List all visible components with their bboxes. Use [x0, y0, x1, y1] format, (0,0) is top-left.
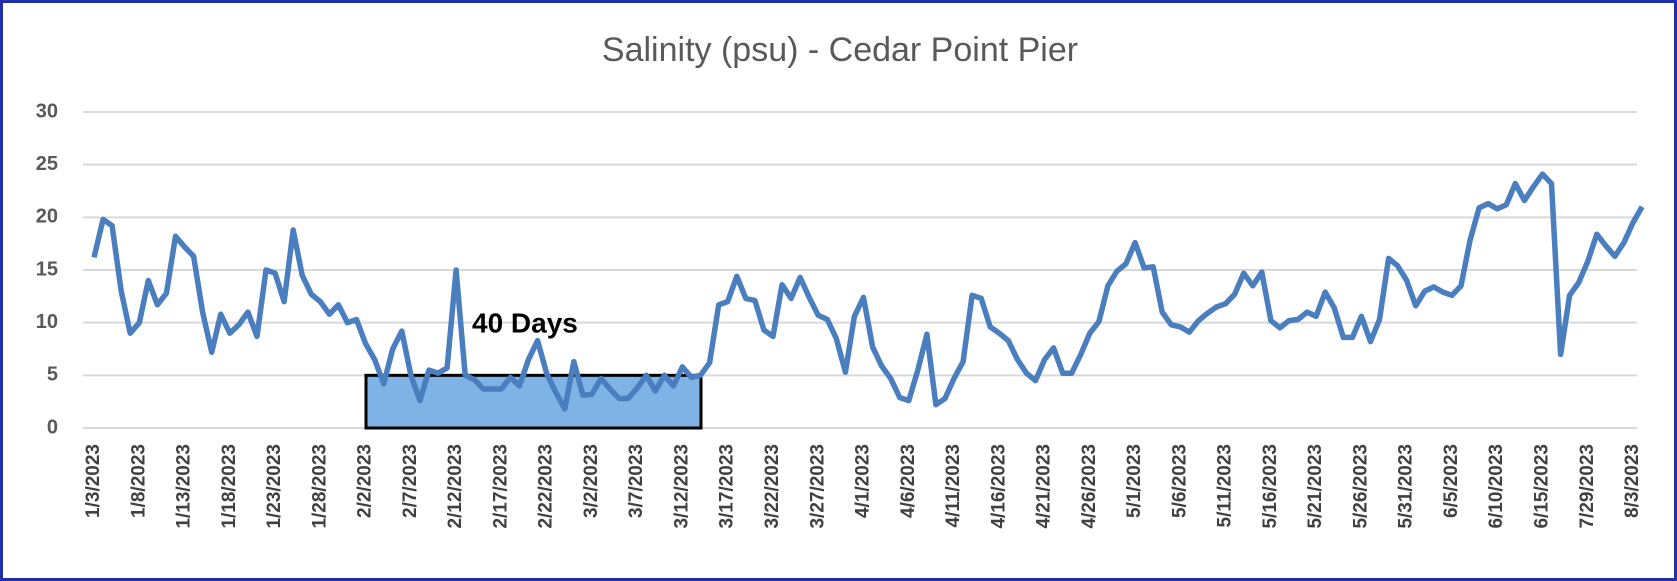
y-tick-label: 15 — [36, 258, 58, 280]
x-tick-label: 6/10/2023 — [1486, 444, 1507, 529]
chart-title: Salinity (psu) - Cedar Point Pier — [602, 31, 1078, 69]
x-tick-label: 3/2/2023 — [581, 444, 602, 518]
x-tick-label: 1/23/2023 — [264, 444, 285, 529]
x-tick-label: 4/26/2023 — [1079, 444, 1100, 529]
x-tick-label: 1/18/2023 — [219, 444, 240, 529]
x-tick-label: 1/3/2023 — [83, 444, 104, 518]
y-tick-label: 25 — [36, 153, 58, 175]
x-tick-label: 7/29/2023 — [1577, 444, 1598, 529]
y-tick-label: 20 — [36, 206, 58, 228]
x-tick-label: 2/2/2023 — [355, 444, 376, 518]
x-tick-label: 2/7/2023 — [400, 444, 421, 518]
x-tick-label: 8/3/2023 — [1622, 444, 1643, 518]
x-tick-label: 3/17/2023 — [717, 444, 738, 529]
x-tick-label: 2/12/2023 — [445, 444, 466, 529]
x-tick-label: 5/21/2023 — [1305, 444, 1326, 529]
x-tick-label: 4/11/2023 — [943, 444, 964, 527]
x-tick-label: 3/7/2023 — [626, 444, 647, 518]
data-line — [91, 171, 1645, 412]
y-tick-label: 30 — [36, 100, 58, 122]
x-tick-label: 4/1/2023 — [853, 444, 874, 518]
annotation: 40 Days — [472, 307, 578, 338]
x-tick-label: 3/12/2023 — [671, 444, 692, 529]
x-tick-label: 4/16/2023 — [988, 444, 1009, 529]
x-tick-label: 4/6/2023 — [898, 444, 919, 518]
x-tick-label: 1/28/2023 — [309, 444, 330, 529]
x-tick-label: 3/22/2023 — [762, 444, 783, 529]
x-tick-label: 2/22/2023 — [536, 444, 557, 529]
x-tick-label: 1/8/2023 — [128, 444, 149, 518]
x-tick-label: 5/6/2023 — [1169, 444, 1190, 518]
x-tick-label: 6/5/2023 — [1441, 444, 1462, 518]
x-tick-label: 5/31/2023 — [1396, 444, 1417, 529]
x-tick-label: 3/27/2023 — [807, 444, 828, 529]
x-tick-label: 5/1/2023 — [1124, 444, 1145, 518]
x-tick-label: 5/11/2023 — [1215, 444, 1236, 527]
x-tick-label: 5/16/2023 — [1260, 444, 1281, 529]
x-tick-label: 1/13/2023 — [174, 444, 195, 529]
x-tick-label: 4/21/2023 — [1034, 444, 1055, 529]
x-tick-label: 2/17/2023 — [490, 444, 511, 529]
y-tick-label: 10 — [36, 311, 58, 333]
y-tick-label: 5 — [47, 364, 58, 386]
y-tick-label: 0 — [47, 416, 58, 438]
x-tick-label: 5/26/2023 — [1350, 444, 1371, 529]
x-tick-label: 6/15/2023 — [1531, 444, 1552, 529]
